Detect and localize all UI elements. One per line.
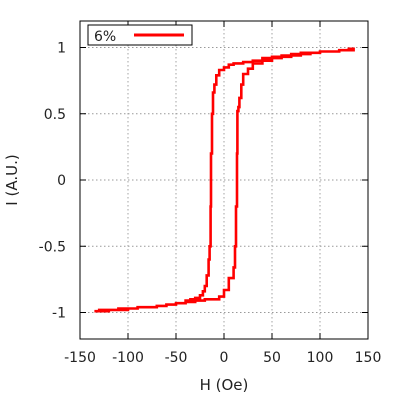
y-tick-label: 1 <box>57 41 66 57</box>
y-tick-label: -1 <box>52 306 66 322</box>
x-tick-labels: -150 -100 -50 0 50 100 150 <box>64 350 381 366</box>
x-tick-label: 0 <box>220 350 229 366</box>
legend: 6% <box>87 24 193 46</box>
x-tick-label: 100 <box>307 350 334 366</box>
x-tick-label: -150 <box>64 350 96 366</box>
axis-ticks <box>79 21 369 339</box>
y-tick-labels: -1 -0.5 0 0.5 1 <box>39 41 66 322</box>
x-tick-label: 150 <box>355 350 382 366</box>
y-tick-label: 0.5 <box>44 107 66 123</box>
x-tick-label: -50 <box>165 350 188 366</box>
x-tick-label: 50 <box>263 350 281 366</box>
x-tick-label: -100 <box>112 350 144 366</box>
plot-series <box>94 47 355 313</box>
legend-label-6pct: 6% <box>94 29 116 45</box>
grid <box>80 21 368 339</box>
y-tick-label: -0.5 <box>39 239 66 255</box>
series-line-6pct <box>94 47 355 313</box>
y-axis-label: I (A.U.) <box>3 154 21 205</box>
x-axis-label: H (Oe) <box>200 376 249 394</box>
y-tick-label: 0 <box>57 173 66 189</box>
